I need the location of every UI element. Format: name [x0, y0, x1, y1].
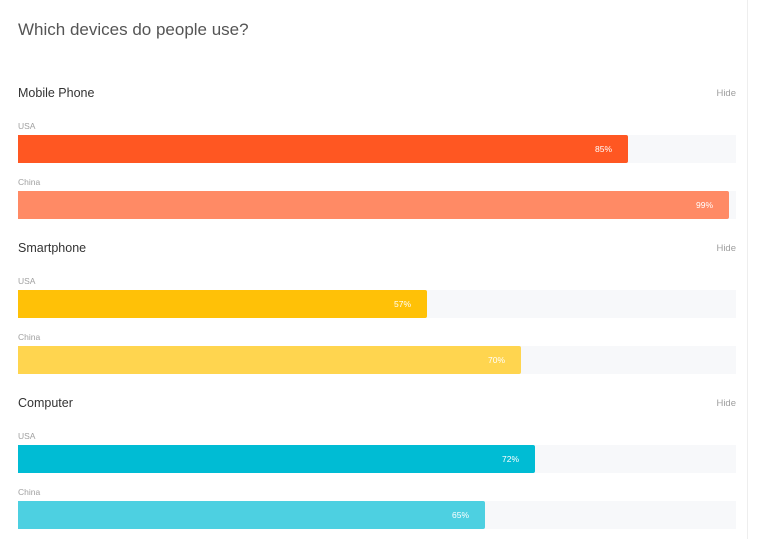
bar-group-mobile-phone: Mobile Phone Hide USA 85% China 99%: [18, 86, 736, 219]
bar-value-label: 85%: [595, 144, 613, 154]
chart-title: Which devices do people use?: [18, 20, 249, 39]
hide-button[interactable]: Hide: [716, 88, 736, 99]
bar-group-smartphone: Smartphone Hide USA 57% China 70%: [18, 241, 736, 374]
group-header: Smartphone Hide: [18, 241, 736, 261]
bar-label: China: [18, 177, 41, 187]
bar-group-computer: Computer Hide USA 72% China 65%: [18, 396, 736, 529]
bar-track: 65%: [18, 501, 736, 529]
bar-track: 99%: [18, 191, 736, 219]
bar-track: 70%: [18, 346, 736, 374]
bar: [18, 135, 628, 163]
bar-value-label: 70%: [488, 355, 506, 365]
bar: [18, 501, 485, 529]
bar-value-label: 57%: [394, 299, 412, 309]
bar-value-label: 65%: [452, 510, 470, 520]
group-header: Mobile Phone Hide: [18, 86, 736, 106]
bar-label: USA: [18, 276, 36, 286]
bar-label: China: [18, 332, 41, 342]
group-name: Smartphone: [18, 241, 87, 255]
bar-label: China: [18, 487, 41, 497]
bar: [18, 191, 729, 219]
bar-label: USA: [18, 121, 36, 131]
bar-track: 57%: [18, 290, 736, 318]
bar-track: 85%: [18, 135, 736, 163]
bar-track: 72%: [18, 445, 736, 473]
bar-label: USA: [18, 431, 36, 441]
bar-value-label: 72%: [502, 454, 520, 464]
group-name: Mobile Phone: [18, 86, 95, 100]
bar: [18, 290, 427, 318]
bar-value-label: 99%: [696, 200, 714, 210]
group-header: Computer Hide: [18, 396, 736, 416]
bar: [18, 445, 535, 473]
bar: [18, 346, 521, 374]
group-name: Computer: [18, 396, 73, 410]
hide-button[interactable]: Hide: [716, 243, 736, 254]
hide-button[interactable]: Hide: [716, 398, 736, 409]
